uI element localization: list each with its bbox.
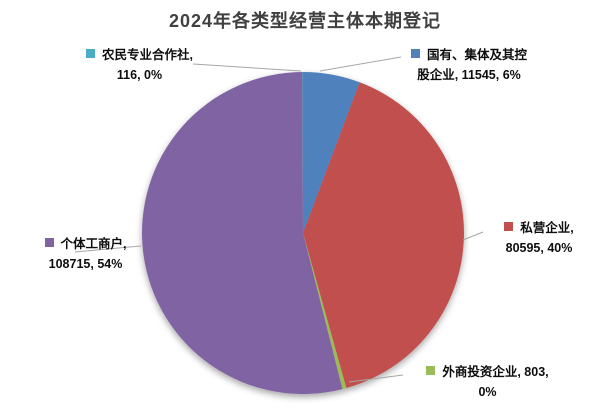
pie-slice-3 xyxy=(142,72,343,394)
swatch-cooperative-icon xyxy=(86,49,95,58)
label-cooperative-line1: 农民专业合作社, xyxy=(62,45,217,65)
swatch-foreign-icon xyxy=(426,366,436,375)
label-state-owned-line2: 股企业, 11545, 6% xyxy=(417,68,521,82)
label-individual: 个体工商户, 108715, 54% xyxy=(18,234,153,274)
chart-title: 2024年各类型经营主体本期登记 xyxy=(168,11,442,31)
leader-line-2 xyxy=(462,231,484,241)
leader-line-3 xyxy=(348,374,404,383)
label-foreign: 外商投资企业, 803, 0% xyxy=(395,362,580,402)
label-individual-line2: 108715, 54% xyxy=(48,257,123,271)
leader-line-0 xyxy=(192,63,302,72)
leader-line-4 xyxy=(74,245,142,253)
swatch-individual-icon xyxy=(44,238,54,247)
swatch-private-icon xyxy=(504,222,514,231)
swatch-state-owned-icon xyxy=(410,49,420,58)
pie-slice-2 xyxy=(303,233,347,390)
pie-slice-1 xyxy=(303,82,464,389)
leader-line-1 xyxy=(319,56,402,72)
pie-slice-4 xyxy=(302,71,303,233)
label-foreign-line1: 外商投资企业, 803, xyxy=(395,362,580,382)
label-private: 私营企业, 80595, 40% xyxy=(478,218,600,258)
label-state-owned-line1: 国有、集体及其控 xyxy=(398,45,540,65)
label-individual-line1: 个体工商户, xyxy=(18,234,153,254)
label-foreign-line2: 0% xyxy=(478,385,497,399)
label-private-line2: 80595, 40% xyxy=(505,241,573,255)
pie-slice-0 xyxy=(303,72,360,233)
label-private-line1: 私营企业, xyxy=(478,218,600,238)
label-cooperative: 农民专业合作社, 116, 0% xyxy=(62,45,217,85)
label-cooperative-line2: 116, 0% xyxy=(116,68,163,82)
pie xyxy=(142,71,464,394)
label-state-owned: 国有、集体及其控 股企业, 11545, 6% xyxy=(398,45,540,85)
